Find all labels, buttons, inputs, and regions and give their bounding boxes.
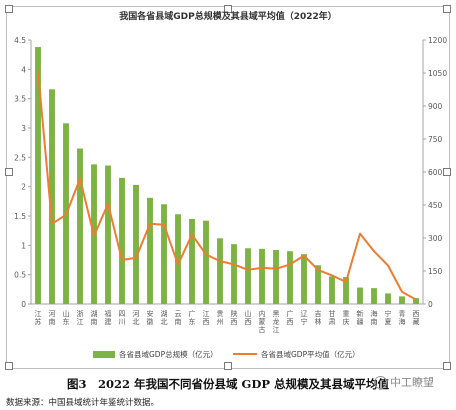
bar-江苏: [35, 47, 41, 304]
x-tick-label: 甘肃: [329, 309, 336, 326]
y-right-tick-label: 0: [428, 300, 433, 309]
legend: 各省县域GDP总规模（亿元） 各省县域GDP平均值（亿元）: [93, 349, 360, 359]
bar-青海: [399, 296, 405, 304]
x-tick-label: 河南: [49, 310, 56, 326]
bar-山西: [245, 248, 251, 304]
line-series: [37, 70, 417, 301]
selection-handle[interactable]: [5, 168, 13, 176]
bar-重庆: [343, 277, 349, 304]
watermark-logo-icon: [374, 375, 387, 389]
x-tick-label: 湖北: [161, 309, 168, 326]
bar-贵州: [217, 238, 223, 304]
x-tick-label: 河北: [133, 310, 140, 326]
selection-handle[interactable]: [443, 168, 451, 176]
chart-title: 我国各省县域GDP总规模及其县域平均值（2022年）: [119, 10, 337, 22]
y-right-tick-label: 1200: [428, 36, 447, 45]
bar-河北: [133, 184, 139, 304]
x-tick-label: 云南: [175, 310, 182, 326]
x-tick-label: 新疆: [357, 309, 364, 326]
legend-label-line: 各省县域GDP平均值（亿元）: [261, 349, 360, 359]
bar-广西: [287, 251, 293, 304]
bar-广东: [189, 218, 195, 304]
bar-福建: [105, 165, 111, 304]
y-left-tick-label: 1: [21, 241, 26, 250]
bar-河南: [49, 89, 55, 304]
bar-吉林: [315, 265, 321, 304]
x-tick-label: 山西: [245, 309, 252, 326]
y-left-tick-label: 3: [21, 124, 26, 133]
y-left-tick-label: 3.5: [14, 95, 26, 104]
bar-海南: [371, 288, 377, 304]
x-tick-label: 辽宁: [301, 310, 308, 326]
x-tick-label: 内蒙古: [259, 309, 266, 334]
y-left-tick-label: 4: [21, 65, 26, 74]
selection-handle[interactable]: [224, 362, 232, 370]
bar-甘肃: [329, 276, 335, 304]
bar-四川: [119, 177, 125, 304]
figure-caption: 图3 2022 年我国不同省份县域 GDP 总规模及其县域平均值: [67, 377, 389, 391]
x-tick-label: 福建: [105, 309, 112, 326]
selection-handle[interactable]: [443, 362, 451, 370]
chart-frame: 我国各省县域GDP总规模及其县域平均值（2022年） 0 0.5 1 1.5 2 2.5 3…: [5, 5, 451, 370]
y-left-tick-label: 4.5: [14, 36, 26, 45]
chart: 我国各省县域GDP总规模及其县域平均值（2022年） 0 0.5 1 1.5 2 2.5 3…: [5, 5, 451, 370]
y-left-tick-label: 0.5: [14, 271, 26, 280]
x-tick-label: 海南: [371, 309, 378, 326]
x-tick-label: 重庆: [343, 310, 350, 326]
y-left-tick-label: 2.5: [14, 153, 26, 162]
bar-series: [35, 47, 419, 304]
bar-浙江: [77, 148, 83, 304]
watermark-text: 中工瞭望: [390, 376, 434, 389]
y-right-tick-label: 750: [428, 135, 443, 144]
y-right-tick-label: 300: [428, 234, 443, 243]
x-tick-label: 江苏: [35, 310, 42, 326]
x-tick-label: 广东: [189, 309, 196, 326]
selection-handle[interactable]: [224, 5, 232, 13]
bar-宁夏: [385, 293, 391, 304]
bar-辽宁: [301, 254, 307, 304]
y-left-tick-label: 0: [21, 300, 26, 309]
selection-handle[interactable]: [5, 362, 13, 370]
x-tick-label: 青海: [399, 309, 406, 326]
x-tick-label: 陕西: [231, 309, 238, 326]
y-right-tick-label: 900: [428, 102, 443, 111]
y-right-tick-label: 1050: [428, 69, 447, 78]
data-source-note: 数据来源：中国县域统计年鉴统计数据。: [6, 398, 160, 408]
x-tick-label: 安徽: [147, 309, 154, 326]
chart-border: [6, 6, 450, 369]
y-right-tick-label: 450: [428, 201, 443, 210]
y-left-tick-label: 1.5: [14, 212, 26, 221]
bar-安徽: [147, 197, 153, 304]
selection-handle[interactable]: [443, 5, 451, 13]
x-tick-label: 黑龙江: [273, 310, 280, 334]
x-tick-label: 宁夏: [385, 309, 392, 326]
x-tick-label: 山东: [63, 309, 70, 326]
x-tick-label: 贵州: [217, 309, 224, 326]
x-tick-label: 湖南: [91, 309, 98, 326]
x-tick-label: 四川: [119, 310, 126, 326]
y-left-tick-label: 2: [21, 183, 26, 192]
x-tick-label: 西藏: [413, 310, 420, 326]
y-right-tick-label: 150: [428, 267, 443, 276]
selection-handle[interactable]: [5, 5, 13, 13]
line-path-avg-gdp: [37, 70, 417, 301]
bar-陕西: [231, 244, 237, 304]
watermark: 中工瞭望: [374, 374, 434, 390]
x-tick-label: 浙江: [77, 309, 84, 326]
legend-label-bar: 各省县域GDP总规模（亿元）: [119, 349, 218, 359]
bar-新疆: [357, 287, 363, 304]
bar-西藏: [413, 298, 419, 304]
bar-内蒙古: [259, 248, 265, 304]
legend-swatch-bar: [93, 351, 115, 358]
bar-云南: [175, 214, 181, 304]
x-tick-label: 广西: [287, 309, 294, 326]
bar-江西: [203, 220, 209, 304]
bar-湖北: [161, 204, 167, 304]
x-tick-label: 吉林: [315, 310, 322, 326]
x-tick-label: 江西: [203, 310, 210, 326]
bar-黑龙江: [273, 250, 279, 304]
y-right-tick-label: 600: [428, 168, 443, 177]
